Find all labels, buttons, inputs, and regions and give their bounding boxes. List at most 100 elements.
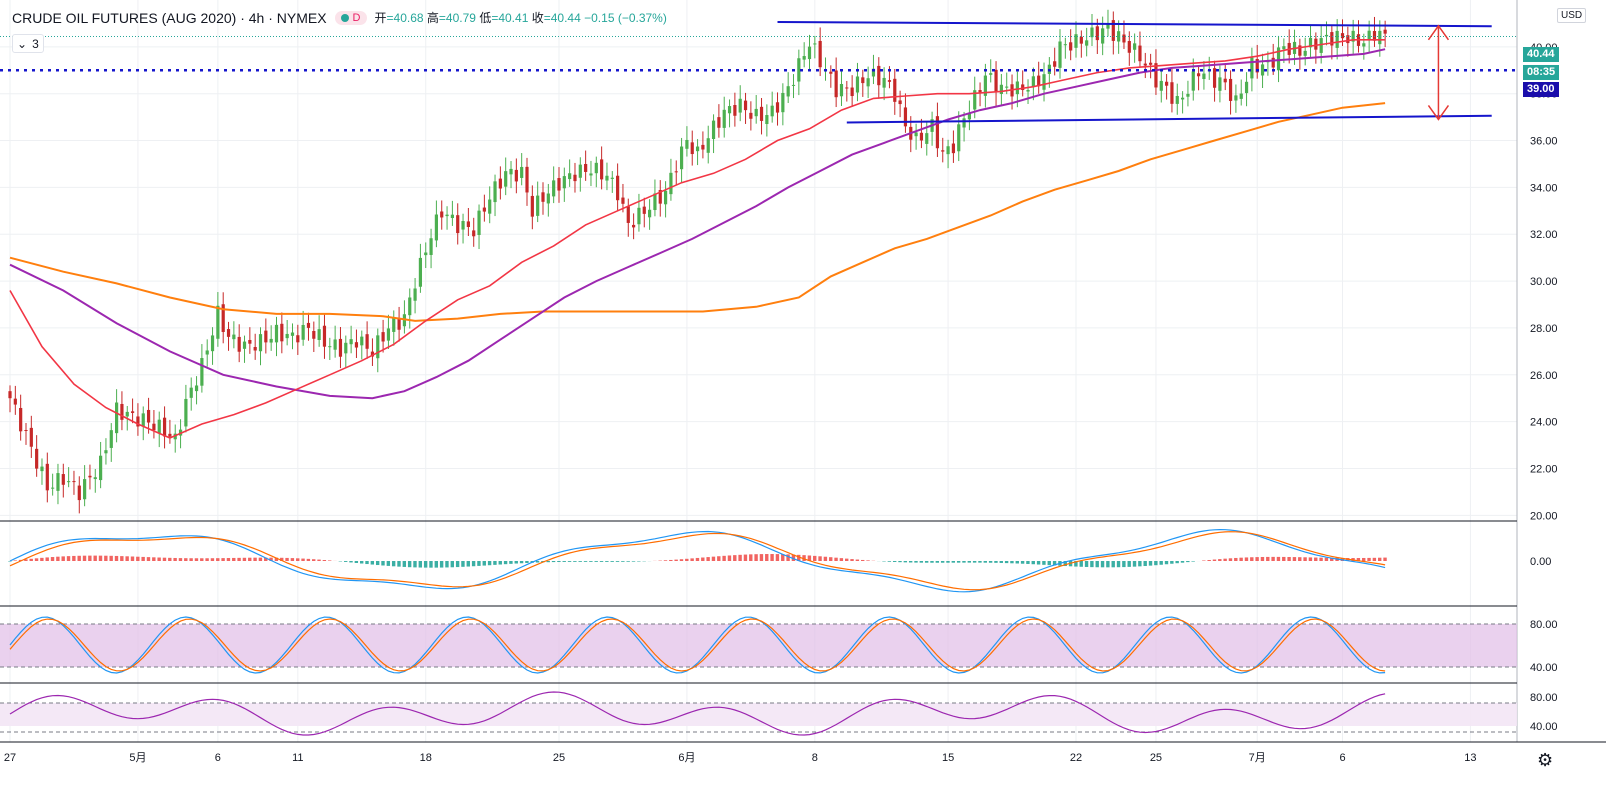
candle bbox=[482, 194, 486, 222]
candle bbox=[1234, 84, 1238, 113]
candle bbox=[1090, 13, 1094, 47]
candle bbox=[1138, 31, 1142, 68]
candle bbox=[338, 327, 343, 369]
candle-body bbox=[861, 77, 865, 84]
macd-histogram-bar bbox=[1244, 557, 1249, 561]
candle-body bbox=[1101, 28, 1105, 44]
candle-body bbox=[1079, 36, 1083, 44]
candle bbox=[786, 72, 790, 104]
macd-histogram-bar bbox=[589, 561, 593, 562]
macd-histogram-bar bbox=[791, 554, 796, 561]
candle bbox=[19, 394, 23, 441]
candle-body bbox=[536, 195, 540, 216]
candle bbox=[632, 213, 636, 240]
candle-body bbox=[701, 144, 705, 150]
currency-label[interactable]: USD bbox=[1557, 8, 1587, 23]
candle bbox=[349, 325, 353, 354]
macd-histogram-bar bbox=[567, 561, 572, 562]
macd-histogram-bar bbox=[194, 558, 199, 561]
macd-histogram-bar bbox=[845, 558, 849, 561]
time-axis: 27 5月 6 11 18 25 6月 8 15 22 25 7月 6 13 bbox=[4, 752, 1477, 764]
market-status-badge[interactable]: D bbox=[334, 10, 367, 25]
candle bbox=[1111, 11, 1115, 55]
macd-histogram-bar bbox=[82, 555, 87, 561]
candle-body bbox=[1106, 23, 1110, 29]
macd-histogram-bar bbox=[583, 561, 588, 562]
candle-body bbox=[35, 448, 39, 469]
macd-histogram-bar bbox=[759, 554, 764, 561]
candle bbox=[83, 465, 87, 507]
macd-histogram-bar bbox=[1362, 557, 1366, 561]
macd-histogram-bar bbox=[679, 559, 684, 561]
indicators-toggle[interactable]: ⌄ 3 bbox=[12, 34, 44, 53]
candle bbox=[360, 330, 364, 360]
macd-histogram-bar bbox=[248, 557, 252, 561]
candle-body bbox=[296, 335, 300, 343]
candle-body bbox=[530, 195, 534, 217]
macd-histogram-bar bbox=[1116, 561, 1121, 568]
candle-body bbox=[621, 197, 625, 204]
price-tick-label: 22.00 bbox=[1530, 463, 1558, 475]
macd-histogram-bar bbox=[807, 555, 812, 561]
macd-histogram-bar bbox=[280, 557, 284, 561]
candle-body bbox=[424, 252, 428, 256]
candle bbox=[317, 315, 321, 347]
macd-histogram-bar bbox=[317, 559, 321, 561]
candle-body bbox=[328, 346, 332, 348]
macd-histogram-bar bbox=[61, 556, 65, 561]
candle bbox=[40, 458, 44, 485]
macd-histogram-bar bbox=[1255, 557, 1259, 561]
macd-histogram-bar bbox=[594, 561, 598, 562]
candle-body bbox=[685, 139, 689, 149]
gear-icon[interactable]: ⚙ bbox=[1537, 750, 1554, 770]
macd-histogram-bar bbox=[498, 561, 502, 565]
candle-body bbox=[1074, 34, 1078, 48]
candle bbox=[1031, 67, 1035, 101]
candle bbox=[1362, 33, 1366, 60]
candle bbox=[376, 328, 380, 373]
macd-histogram-bar bbox=[685, 558, 689, 561]
candle bbox=[1372, 16, 1377, 47]
moving-average-red bbox=[9, 39, 1386, 439]
candle-body bbox=[397, 318, 401, 330]
candle bbox=[1069, 29, 1073, 61]
macd-histogram-bar bbox=[157, 557, 161, 561]
candle bbox=[1228, 70, 1233, 115]
stochastic-tick-label: 40.00 bbox=[1530, 662, 1558, 674]
candle bbox=[1250, 47, 1254, 92]
macd-histogram-bar bbox=[525, 561, 529, 563]
macd-histogram-bar bbox=[104, 555, 108, 561]
candle bbox=[1207, 56, 1211, 80]
candle bbox=[1143, 52, 1147, 79]
candle-body bbox=[115, 402, 119, 434]
candle-body bbox=[733, 105, 737, 116]
candle bbox=[88, 464, 92, 490]
macd-histogram-bar bbox=[813, 555, 817, 561]
candle-body bbox=[1090, 27, 1094, 38]
macd-pane: 0.00 bbox=[8, 528, 1551, 593]
macd-histogram-bar bbox=[152, 557, 156, 561]
time-tick-label: 22 bbox=[1070, 752, 1082, 764]
candle-body bbox=[1159, 80, 1163, 91]
candle bbox=[829, 65, 833, 88]
macd-histogram-bar bbox=[285, 557, 289, 561]
symbol-title[interactable]: CRUDE OIL FUTURES (AUG 2020) · 4h · NYME… bbox=[12, 9, 327, 26]
candle-body bbox=[221, 304, 225, 332]
macd-histogram-bar bbox=[205, 558, 209, 561]
rsi-line bbox=[9, 691, 1386, 736]
candle-body bbox=[1015, 81, 1019, 95]
candle-body bbox=[77, 485, 81, 501]
candle bbox=[344, 335, 348, 368]
candle-body bbox=[210, 335, 215, 352]
macd-histogram-bar bbox=[770, 554, 774, 561]
macd-histogram-bar bbox=[450, 561, 454, 568]
macd-histogram-bar bbox=[1004, 561, 1009, 564]
candle-body bbox=[1324, 34, 1329, 37]
candle-body bbox=[663, 190, 668, 205]
candle-body bbox=[797, 58, 801, 82]
candle-body bbox=[1383, 29, 1387, 34]
candle-body bbox=[392, 318, 396, 332]
candle-body bbox=[408, 297, 412, 316]
candle bbox=[967, 100, 971, 131]
